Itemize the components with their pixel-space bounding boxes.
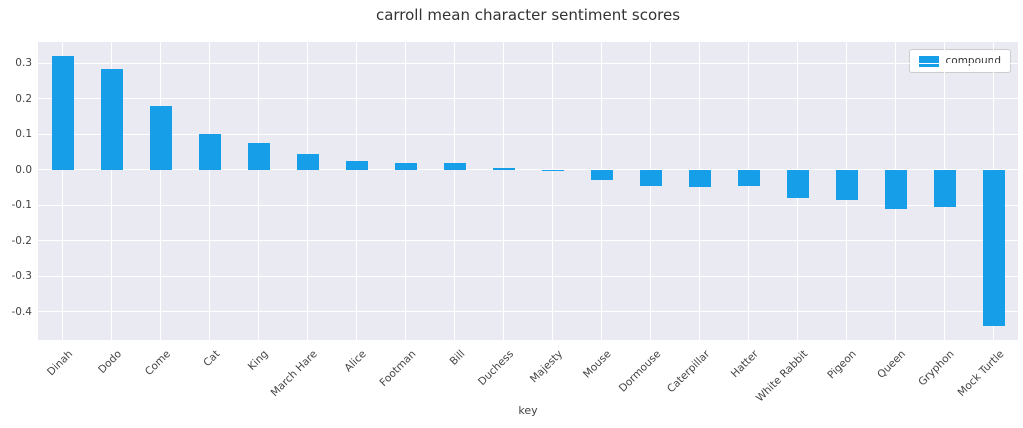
x-tick-label-gryphon: Gryphon (916, 348, 957, 389)
bar-king (247, 143, 270, 170)
v-gridline (601, 42, 602, 340)
bar-queen (884, 169, 907, 209)
x-tick-label-white-rabbit: White Rabbit (753, 348, 810, 405)
v-gridline (62, 42, 63, 340)
x-tick-label-dinah: Dinah (44, 348, 75, 379)
x-tick-label-mock-turtle: Mock Turtle (955, 348, 1006, 399)
bar-dodo (100, 68, 123, 170)
h-gridline (38, 204, 1018, 206)
v-gridline (307, 42, 308, 340)
bar-pigeon (835, 169, 858, 200)
bar-cat (198, 134, 221, 170)
v-gridline (454, 42, 455, 340)
y-tick-label: 0.3 (15, 57, 32, 70)
bar-bill (443, 163, 466, 170)
v-gridline (160, 42, 161, 340)
x-tick-label-march-hare: March Hare (268, 348, 320, 400)
bar-hatter (737, 169, 760, 186)
x-tick-label-pigeon: Pigeon (825, 348, 859, 382)
bar-march-hare (296, 153, 319, 170)
bar-mouse (590, 169, 613, 181)
v-gridline (356, 42, 357, 340)
x-tick-label-footman: Footman (377, 348, 418, 389)
h-gridline (38, 133, 1018, 135)
v-gridline (503, 42, 504, 340)
y-tick-label: -0.2 (11, 234, 33, 247)
x-tick-label-alice: Alice (342, 348, 369, 375)
x-tick-label-caterpillar: Caterpillar (664, 348, 712, 396)
h-gridline (38, 311, 1018, 313)
h-gridline (38, 275, 1018, 277)
h-gridline (38, 62, 1018, 64)
x-tick-label-king: King (246, 348, 271, 373)
bar-duchess (492, 167, 515, 170)
v-gridline (111, 42, 112, 340)
v-gridline (405, 42, 406, 340)
x-tick-label-mouse: Mouse (581, 348, 614, 381)
bar-come (149, 105, 172, 170)
y-tick-label: 0.0 (15, 163, 32, 176)
v-gridline (748, 42, 749, 340)
bar-footman (394, 162, 417, 170)
plot-area: compound (38, 42, 1018, 340)
h-gridline (38, 169, 1018, 171)
bar-caterpillar (688, 169, 711, 188)
bar-mock-turtle (982, 169, 1005, 326)
chart-title: carroll mean character sentiment scores (375, 6, 681, 24)
y-tick-label: -0.4 (11, 305, 33, 318)
y-tick-label: -0.1 (11, 199, 33, 212)
x-tick-label-cat: Cat (200, 348, 222, 370)
bar-gryphon (933, 169, 956, 207)
x-tick-label-hatter: Hatter (728, 348, 761, 381)
x-tick-label-come: Come (142, 348, 173, 379)
x-tick-label-dodo: Dodo (95, 348, 124, 377)
legend-label: compound (945, 55, 1002, 67)
v-gridline (209, 42, 210, 340)
x-tick-label-bill: Bill (447, 348, 467, 368)
bar-dormouse (639, 169, 662, 186)
bar-majesty (541, 169, 564, 172)
y-tick-label: 0.2 (15, 92, 32, 105)
x-tick-label-queen: Queen (875, 348, 908, 381)
legend-swatch-compound (918, 55, 939, 67)
h-gridline (38, 98, 1018, 100)
legend: compound (908, 49, 1011, 73)
v-gridline (699, 42, 700, 340)
h-gridline (38, 240, 1018, 242)
y-tick-label: -0.3 (11, 270, 33, 283)
bar-white-rabbit (786, 169, 809, 199)
x-tick-label-duchess: Duchess (475, 348, 516, 389)
v-gridline (258, 42, 259, 340)
y-tick-label: 0.1 (15, 128, 32, 141)
bar-dinah (51, 56, 74, 170)
x-tick-label-dormouse: Dormouse (616, 348, 663, 395)
bar-alice (345, 160, 368, 170)
v-gridline (552, 42, 553, 340)
x-axis-label: key (518, 404, 538, 417)
x-tick-label-majesty: Majesty (527, 348, 565, 386)
v-gridline (650, 42, 651, 340)
